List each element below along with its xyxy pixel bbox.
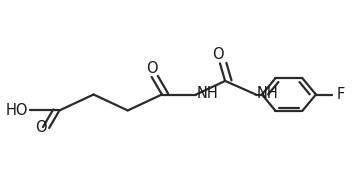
Text: O: O: [35, 121, 46, 136]
Text: O: O: [146, 61, 158, 76]
Text: NH: NH: [257, 86, 278, 101]
Text: NH: NH: [197, 86, 218, 101]
Text: HO: HO: [6, 103, 28, 118]
Text: F: F: [336, 87, 345, 102]
Text: O: O: [212, 47, 224, 63]
